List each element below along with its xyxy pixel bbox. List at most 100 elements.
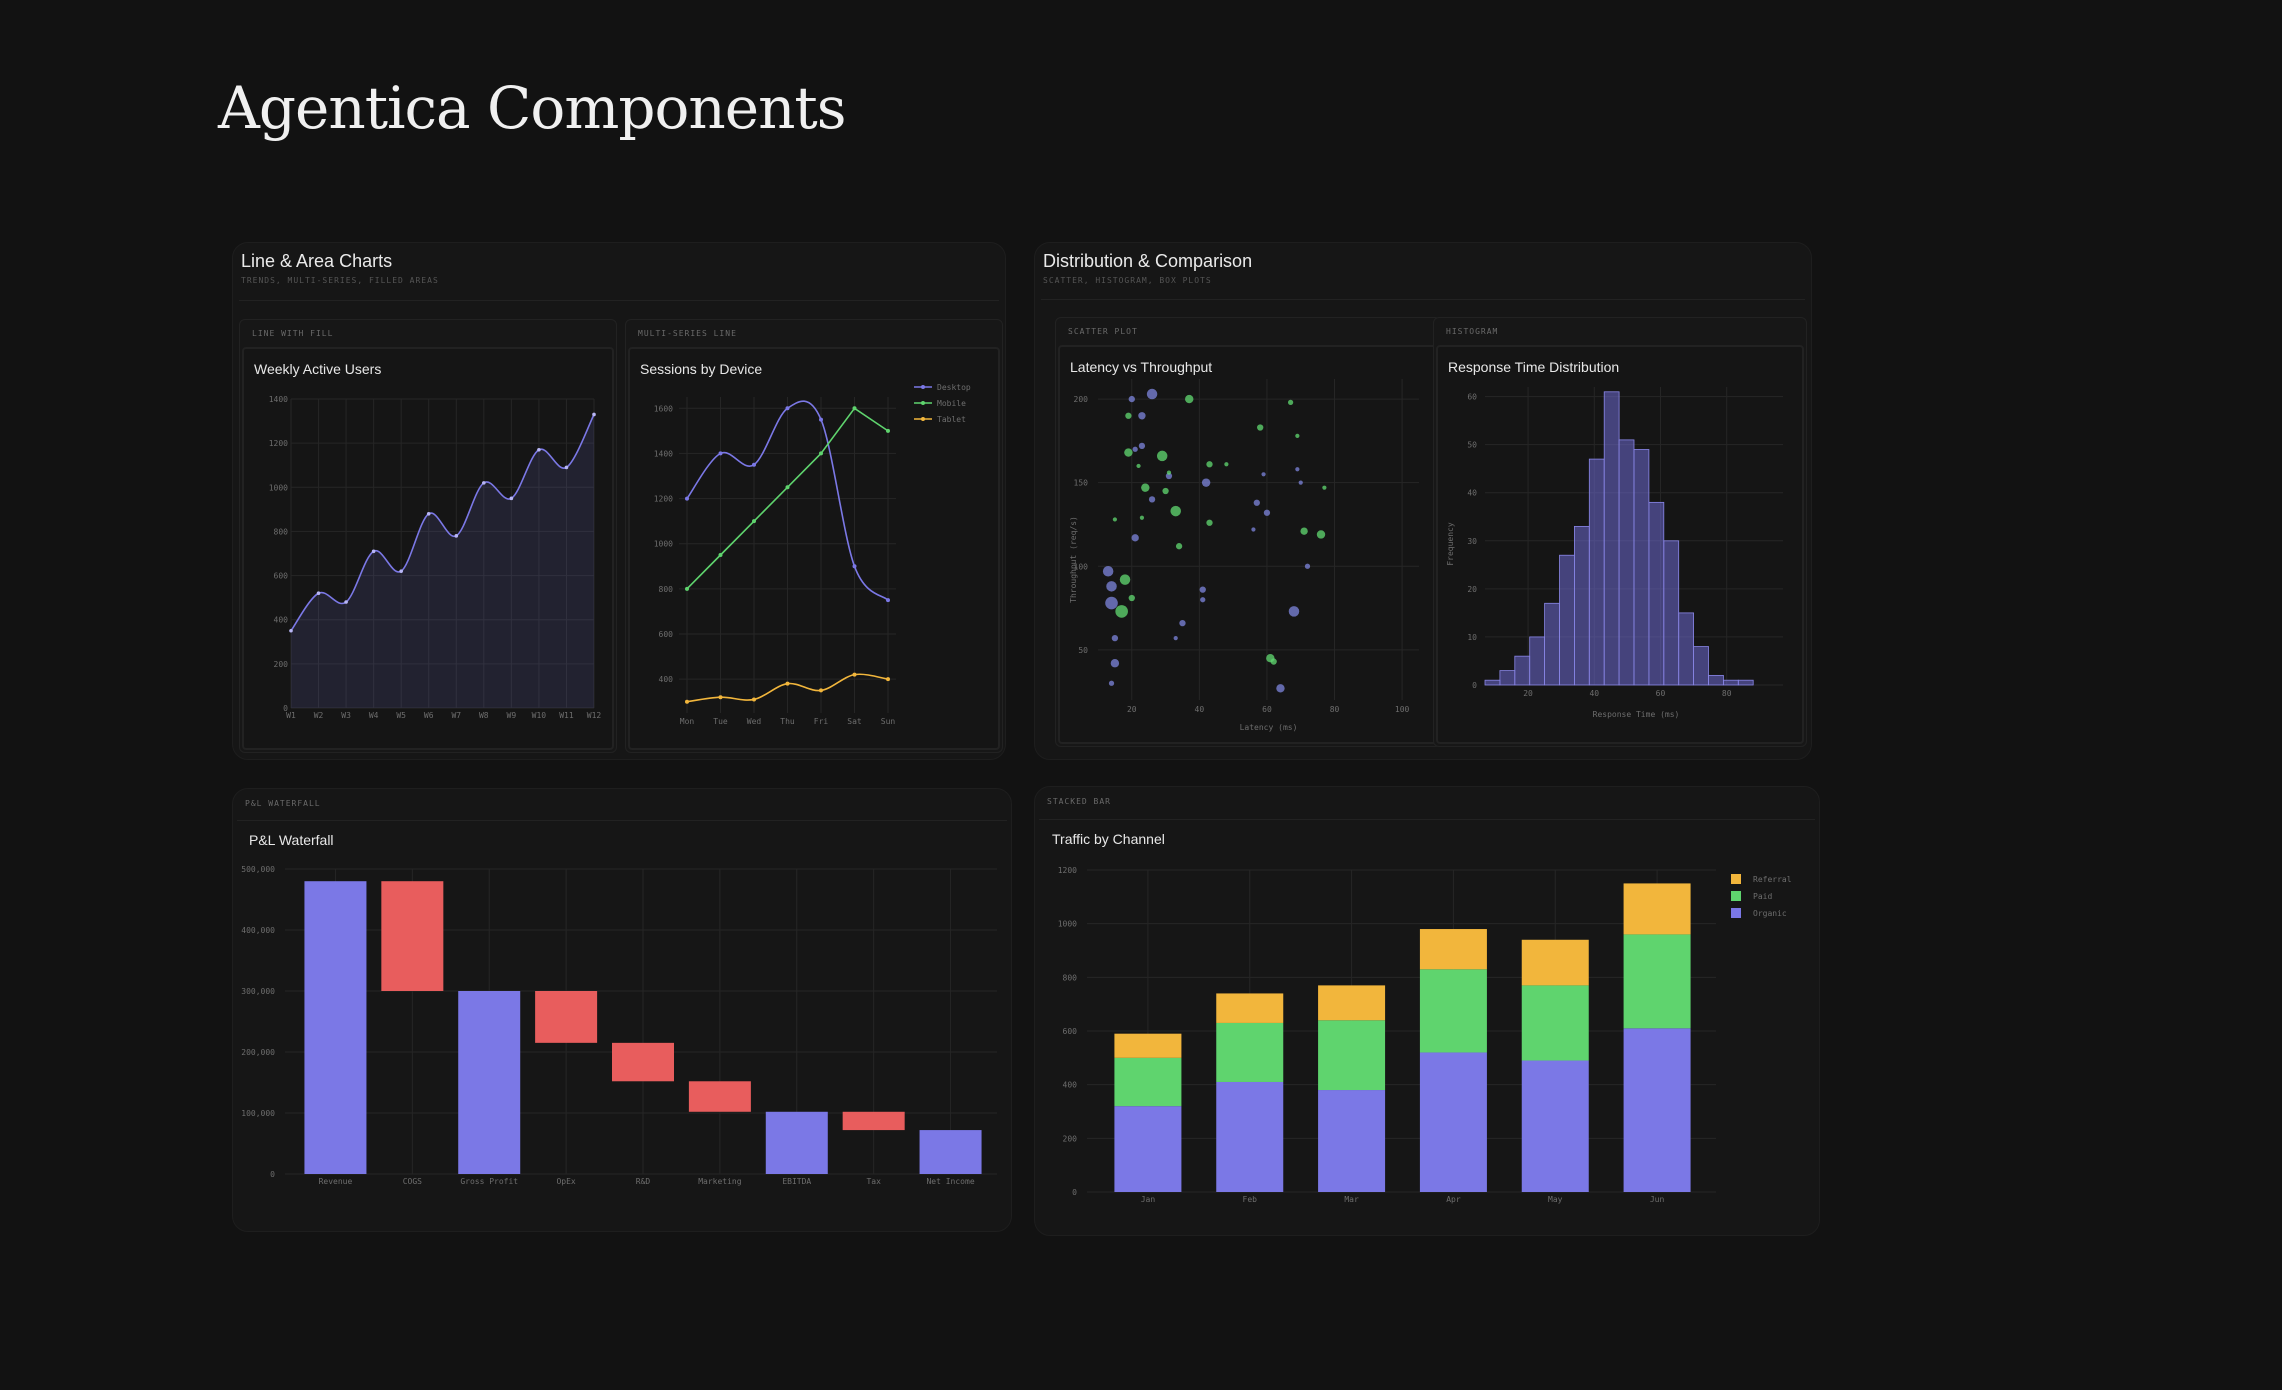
scatter-point [1119,574,1131,585]
x-tick-label: 60 [1262,705,1272,714]
section-divider [1041,299,1805,300]
y-tick-label: 400 [659,675,674,684]
x-tick-label: W4 [369,711,379,720]
y-tick-label: 40 [1467,489,1477,498]
chart-title: Sessions by Device [640,361,763,377]
x-tick-label: W7 [451,711,461,720]
multi-line-card: MULTI-SERIES LINE Sessions by Device 400… [625,319,1003,753]
x-tick-label: Fri [814,717,829,726]
data-point [718,451,723,456]
legend-swatch [1731,874,1741,884]
scatter-card: SCATTER PLOT Latency vs Throughput 50 100… [1055,317,1441,747]
x-tick-label: 60 [1656,689,1666,698]
y-tick-label: 500,000 [241,865,275,874]
x-tick-label: Revenue [319,1177,353,1186]
x-tick-label: Net Income [926,1177,974,1186]
scatter-point [1298,480,1303,485]
data-point [785,681,790,686]
x-tick-label: W5 [396,711,406,720]
chart-title: Response Time Distribution [1448,359,1620,375]
y-tick-label: 150 [1074,479,1089,488]
waterfall-bar [842,1111,905,1131]
scatter-point [1200,597,1206,603]
scatter-point [1128,395,1135,403]
histogram-bar [1633,449,1650,686]
histogram-bar [1544,602,1560,686]
waterfall-chart: 0 100,000 200,000 300,000 400,000 500,000 Reve… [241,865,997,1186]
waterfall-bar [381,881,444,991]
data-point [482,481,486,485]
section-divider [237,820,1007,821]
x-tick-label: Thu [780,717,795,726]
x-tick-label: 100 [1395,705,1410,714]
section-title: Line & Area Charts [241,251,393,271]
stacked-segment-organic [1419,1052,1487,1192]
y-tick-label: 0 [270,1170,275,1179]
scatter-point [1175,543,1183,550]
y-tick-label: 200 [1074,395,1089,404]
histogram-bar [1499,670,1516,686]
histogram-bar [1514,655,1531,686]
legend-marker [921,401,925,405]
x-tick-label: May [1548,1195,1563,1204]
x-tick-label: Marketing [698,1177,742,1186]
y-tick-label: 300,000 [241,987,275,996]
scatter-point [1124,448,1133,457]
y-tick-label: 0 [1072,1188,1077,1197]
scatter-point [1128,594,1135,602]
scatter-point [1199,586,1206,593]
scatter-point [1136,463,1141,469]
scatter-point [1206,519,1213,526]
y-tick-label: 10 [1467,633,1477,642]
scatter-point [1295,467,1300,472]
legend-label: Desktop [937,383,971,392]
data-point [886,677,890,682]
scatter-point [1304,563,1311,569]
histogram-bar [1603,391,1620,686]
x-tick-label: W1 [286,711,296,720]
x-axis-label: Response Time (ms) [1593,710,1680,719]
histogram-card: HISTOGRAM Response Time Distribution 0 10… [1433,317,1807,747]
y-tick-label: 200,000 [241,1048,275,1057]
y-tick-label: 1400 [269,395,288,404]
scatter-point [1111,634,1119,642]
y-axis-label: Throughput (req/s) [1069,516,1078,603]
data-point [426,511,431,516]
card-tag: HISTOGRAM [1446,327,1499,336]
scatter-point [1131,534,1139,542]
y-tick-label: 600 [659,630,674,639]
y-tick-label: 600 [1063,1027,1078,1036]
chart-title: Traffic by Channel [1052,831,1165,847]
stacked-segment-paid [1318,1020,1386,1091]
histogram-bar [1693,646,1709,686]
histogram-bar [1737,679,1754,686]
scatter-point [1276,684,1285,693]
data-point [685,699,689,704]
histogram-chart-frame: Response Time Distribution 0 10 20 30 40 50 60… [1436,345,1804,744]
data-point [399,569,403,573]
stacked-segment-referral [1114,1033,1182,1058]
waterfall-bar [304,881,367,1174]
stacked-segment-organic [1216,1081,1284,1192]
y-tick-label: 20 [1467,585,1477,594]
legend-label: Referral [1753,875,1792,884]
wau-chart-frame: Weekly Active Users 0 200 400 600 800 1000 120… [242,347,614,750]
waterfall-bar [765,1111,828,1174]
histogram-bar [1484,679,1501,686]
y-tick-label: 800 [659,585,674,594]
stacked-segment-paid [1521,985,1589,1061]
stacked-chart: 0 200 400 600 800 1000 1200 Jan Feb Mar Apr May Jun R… [1058,866,1792,1204]
scatter-point [1261,472,1266,477]
y-tick-label: 1600 [654,404,673,413]
section-subtitle: TRENDS, MULTI-SERIES, FILLED AREAS [241,276,439,285]
data-point [819,688,823,693]
scatter-point [1138,412,1146,420]
legend-label: Tablet [937,415,966,424]
section-subtitle: SCATTER, HISTOGRAM, BOX PLOTS [1043,276,1212,285]
sessions-chart: 400 600 800 1000 1200 1400 1600 Mon Tue Wed Thu Fri… [654,383,971,726]
legend-swatch [1731,908,1741,918]
x-tick-label: Apr [1446,1195,1461,1204]
scatter-point [1156,450,1168,462]
data-point [564,465,569,470]
stacked-segment-referral [1318,985,1386,1021]
